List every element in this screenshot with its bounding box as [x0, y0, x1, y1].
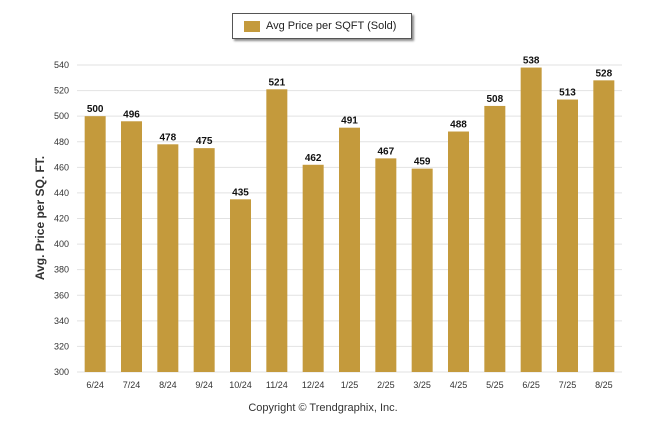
y-tick-label: 380	[54, 265, 69, 275]
bar	[411, 168, 433, 372]
x-tick-label: 9/24	[195, 380, 213, 390]
data-labels: 500 496 478 475 435 521 462 491 467 459 488 508 538 5…	[87, 56, 613, 199]
data-label: 478	[159, 132, 176, 143]
legend: Avg Price per SQFT (Sold)	[232, 13, 412, 39]
bar	[557, 99, 578, 372]
y-tick-label: 500	[54, 111, 69, 121]
y-axis-ticks: 300 320 340 360 380 400 420 440 460 480 500 520 540	[54, 60, 69, 377]
x-tick-label: 1/25	[341, 380, 359, 390]
x-tick-label: 8/24	[159, 380, 177, 390]
data-label: 459	[414, 157, 431, 168]
bars	[84, 67, 615, 373]
legend-swatch	[244, 20, 260, 32]
x-tick-label: 8/25	[595, 380, 613, 390]
data-label: 467	[377, 146, 394, 157]
x-tick-label: 6/24	[86, 380, 104, 390]
y-tick-label: 520	[54, 86, 69, 96]
data-label: 488	[450, 120, 467, 131]
x-tick-label: 3/25	[413, 380, 431, 390]
y-tick-label: 340	[54, 316, 69, 326]
y-tick-label: 320	[54, 341, 69, 351]
y-tick-label: 400	[54, 239, 69, 249]
data-label: 513	[559, 88, 576, 99]
y-tick-label: 360	[54, 290, 69, 300]
data-label: 521	[268, 77, 285, 88]
x-tick-label: 4/25	[450, 380, 468, 390]
y-tick-label: 420	[54, 214, 69, 224]
y-tick-label: 480	[54, 137, 69, 147]
data-label: 496	[123, 109, 140, 120]
y-tick-label: 440	[54, 188, 69, 198]
x-tick-label: 12/24	[302, 380, 325, 390]
y-tick-label: 540	[54, 60, 69, 70]
x-tick-label: 10/24	[229, 380, 252, 390]
x-tick-label: 11/24	[266, 380, 288, 390]
copyright-credit: Copyright © Trendgraphix, Inc.	[248, 402, 398, 414]
bar	[448, 131, 469, 372]
bar	[121, 121, 142, 373]
bar	[302, 164, 324, 372]
data-label: 538	[523, 56, 540, 67]
y-tick-label: 460	[54, 162, 69, 172]
x-tick-label: 7/24	[123, 380, 141, 390]
data-label: 500	[87, 104, 104, 115]
bar	[193, 148, 215, 372]
x-tick-label: 2/25	[377, 380, 395, 390]
bar	[230, 199, 251, 372]
data-label: 462	[305, 153, 322, 164]
x-axis-ticks: 6/24 7/24 8/24 9/24 10/24 11/24 12/24 1/25 2/25 3…	[86, 380, 612, 390]
data-label: 475	[196, 136, 213, 147]
legend-label: Avg Price per SQFT (Sold)	[266, 20, 397, 32]
bar	[375, 158, 397, 372]
data-label: 435	[232, 187, 249, 198]
x-tick-label: 5/25	[486, 380, 504, 390]
bar	[157, 144, 179, 372]
x-tick-label: 6/25	[522, 380, 540, 390]
data-label: 508	[486, 94, 503, 105]
data-label: 528	[595, 68, 612, 79]
data-label: 491	[341, 116, 358, 127]
bar	[520, 67, 542, 372]
y-axis-label: Avg. Price per SQ. FT.	[33, 155, 47, 281]
bar	[593, 80, 615, 372]
x-tick-label: 7/25	[559, 380, 577, 390]
bar	[339, 127, 360, 372]
bar	[84, 116, 106, 373]
y-tick-label: 300	[54, 367, 69, 377]
bar	[484, 105, 506, 372]
bar	[266, 89, 288, 372]
